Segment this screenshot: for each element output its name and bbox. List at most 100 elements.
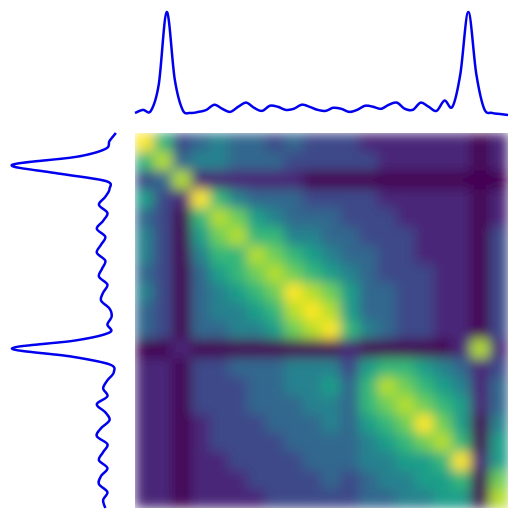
heatmap-cell — [153, 208, 173, 228]
heatmap-cell — [265, 320, 285, 340]
heatmap-cell — [489, 151, 508, 171]
heatmap-cell — [265, 376, 285, 396]
heatmap-cell — [190, 414, 211, 434]
heatmap-cell — [452, 489, 472, 508]
heatmap-cell — [470, 208, 490, 228]
heatmap-cell — [209, 245, 229, 265]
heatmap-cell — [489, 320, 508, 340]
heatmap-cell — [489, 264, 508, 284]
heatmap-cell — [489, 414, 508, 434]
heatmap-cell — [153, 339, 173, 359]
heatmap-cell — [489, 395, 508, 415]
heatmap-cell — [284, 433, 304, 453]
heatmap-cell — [452, 245, 472, 265]
heatmap-cell — [489, 301, 508, 321]
heatmap-cell — [414, 151, 434, 171]
heatmap-cell — [135, 339, 155, 359]
heatmap-cell — [172, 395, 192, 415]
heatmap-cell — [265, 245, 285, 265]
heatmap-cell — [433, 414, 453, 434]
heatmap-cell — [470, 433, 490, 453]
heatmap-cell — [135, 376, 155, 396]
heatmap-cell — [228, 245, 248, 265]
heatmap-cell — [321, 320, 341, 340]
heatmap-cell — [172, 226, 192, 246]
heatmap-cell — [489, 358, 508, 378]
heatmap-cell — [396, 395, 416, 415]
heatmap-cell — [470, 470, 490, 490]
heatmap-cell — [228, 189, 248, 209]
heatmap-cell — [228, 433, 248, 453]
heatmap-cell — [190, 133, 211, 153]
heatmap-cell — [172, 339, 192, 359]
heatmap-cell — [209, 133, 229, 153]
heatmap-cell — [190, 433, 211, 453]
heatmap-cell — [396, 339, 416, 359]
heatmap-cell — [135, 414, 155, 434]
heatmap-cell — [414, 451, 434, 471]
heatmap-cell — [153, 170, 173, 190]
heatmap-cell — [153, 320, 173, 340]
heatmap-cell — [190, 395, 211, 415]
heatmap-cell — [135, 358, 155, 378]
heatmap-cell — [489, 433, 508, 453]
heatmap-cell — [135, 208, 155, 228]
heatmap-cell — [414, 470, 434, 490]
heatmap-cell — [190, 208, 211, 228]
heatmap-cell — [246, 433, 267, 453]
heatmap-cell — [302, 189, 322, 209]
heatmap-cell — [265, 226, 285, 246]
heatmap-cell — [396, 376, 416, 396]
heatmap-cell — [414, 489, 434, 508]
heatmap-cell — [135, 170, 155, 190]
heatmap-cell — [209, 358, 229, 378]
heatmap-cell — [433, 358, 453, 378]
heatmap-cell — [135, 489, 155, 508]
heatmap-cell — [321, 245, 341, 265]
heatmap-cell — [489, 451, 508, 471]
heatmap-cell — [470, 320, 490, 340]
heatmap-cell — [172, 451, 192, 471]
heatmap-cell — [377, 226, 397, 246]
heatmap-cell — [153, 433, 173, 453]
heatmap-cell — [452, 376, 472, 396]
heatmap-cell — [172, 301, 192, 321]
heatmap-cell — [135, 151, 155, 171]
heatmap-cell — [470, 451, 490, 471]
heatmap-cell — [246, 339, 267, 359]
heatmap-cell — [377, 283, 397, 303]
heatmap-cell — [172, 208, 192, 228]
heatmap-cell — [414, 189, 434, 209]
heatmap-cell — [190, 226, 211, 246]
heatmap-cell — [340, 301, 360, 321]
heatmap-cell — [302, 170, 322, 190]
heatmap-cell — [153, 451, 173, 471]
heatmap-cell — [228, 264, 248, 284]
heatmap-cell — [190, 451, 211, 471]
heatmap-cell — [377, 245, 397, 265]
heatmap-cell — [433, 264, 453, 284]
heatmap-cell — [209, 226, 229, 246]
heatmap-cell — [377, 395, 397, 415]
heatmap-cell — [172, 133, 192, 153]
heatmap-cell — [172, 358, 192, 378]
heatmap-cell — [377, 358, 397, 378]
heatmap-cell — [452, 151, 472, 171]
heatmap-cell — [377, 470, 397, 490]
heatmap-cell — [190, 170, 211, 190]
heatmap-cell — [321, 489, 341, 508]
heatmap-cell — [452, 414, 472, 434]
heatmap-cell — [452, 339, 472, 359]
heatmap-cell — [135, 283, 155, 303]
heatmap-cell — [302, 339, 322, 359]
heatmap-cell — [489, 376, 508, 396]
heatmap-cell — [265, 189, 285, 209]
heatmap-cell — [321, 170, 341, 190]
heatmap-cell — [470, 414, 490, 434]
heatmap-cell — [190, 189, 211, 209]
heatmap-cell — [172, 283, 192, 303]
heatmap-cell — [228, 470, 248, 490]
heatmap-cell — [321, 133, 341, 153]
heatmap-cell — [284, 489, 304, 508]
